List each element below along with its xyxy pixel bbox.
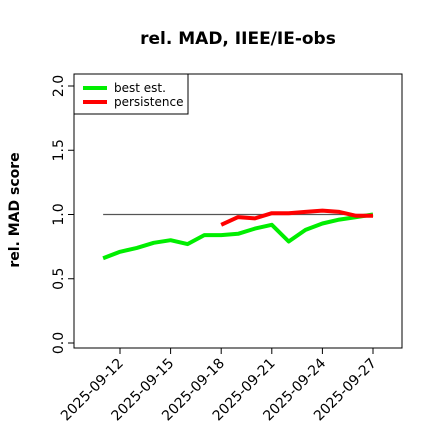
y-tick-label: 1.0 <box>51 203 67 225</box>
series-line-persistence <box>220 208 373 227</box>
legend-box <box>73 73 189 115</box>
y-tick-label: 0.5 <box>51 268 67 290</box>
chart-title: rel. MAD, IIEE/IE-obs <box>140 29 336 49</box>
series-line-best-est <box>102 212 374 261</box>
x-axis: 2025-09-122025-09-152025-09-182025-09-21… <box>58 348 380 424</box>
y-tick-label: 2.0 <box>51 75 67 97</box>
y-tick-label: 0.0 <box>51 332 67 354</box>
y-tick-label: 1.5 <box>51 139 67 161</box>
legend: best est.persistence <box>73 73 189 115</box>
plot-frame <box>73 73 403 349</box>
legend-label: persistence <box>114 95 183 109</box>
series-layer <box>102 208 374 261</box>
legend-label: best est. <box>114 81 166 95</box>
y-axis-label: rel. MAD score <box>7 152 23 267</box>
y-axis: 0.0 0.5 1.0 1.5 2.0 <box>51 75 74 354</box>
